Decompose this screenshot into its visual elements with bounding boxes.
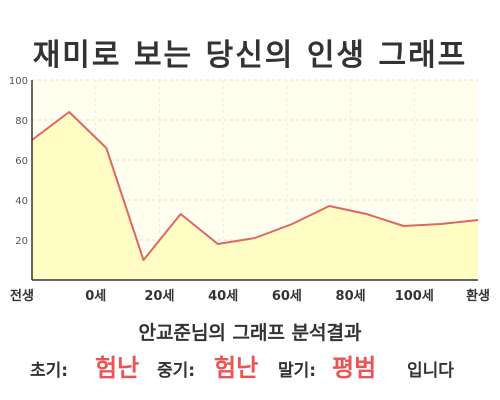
suffix-text: 입니다 (407, 361, 454, 381)
middle-label: 중기: (157, 361, 196, 381)
middle-value: 험난 (214, 354, 259, 382)
early-value: 험난 (95, 354, 140, 382)
y-tick-label: 40 (15, 196, 28, 207)
y-tick-label: 80 (15, 116, 28, 127)
x-tick-label: 환생 (466, 288, 490, 304)
x-tick-label: 60세 (272, 289, 302, 304)
y-tick-label: 100 (9, 76, 28, 87)
x-tick-label: 0세 (85, 289, 106, 304)
x-tick-label: 20세 (144, 289, 174, 304)
chart-title: 재미로 보는 당신의 인생 그래프 (32, 38, 468, 73)
x-tick-label: 40세 (208, 289, 238, 304)
late-label: 말기: (278, 361, 317, 381)
y-tick-label: 60 (15, 156, 28, 167)
series-area (32, 112, 478, 280)
result-subtitle: 안교준님의 그래프 분석결과 (138, 322, 362, 344)
x-tick-label: 100세 (395, 289, 434, 304)
x-tick-label: 80세 (336, 289, 366, 304)
x-tick-label: 전생 (10, 288, 34, 304)
late-value: 평범 (332, 354, 377, 382)
series-line (31, 111, 479, 261)
early-label: 초기: (30, 361, 69, 381)
y-tick-label: 20 (15, 236, 28, 247)
